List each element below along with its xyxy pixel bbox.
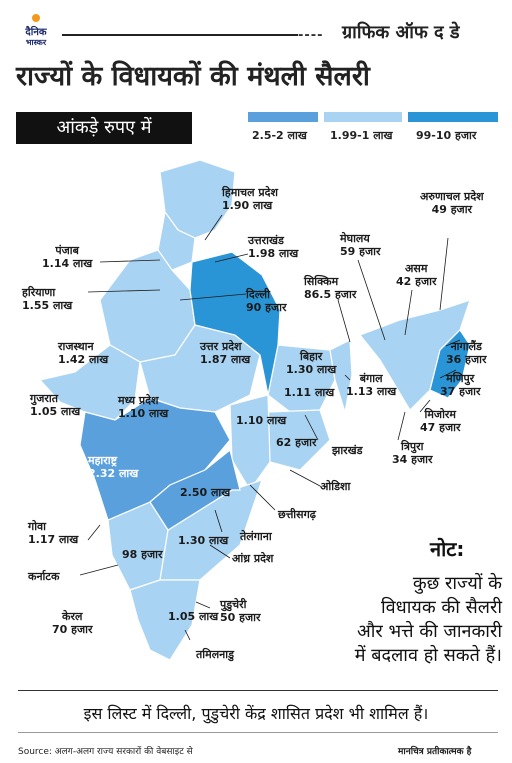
region-ne-small (429, 329, 471, 399)
leader-tripura (397, 411, 406, 441)
source-text: Source: अलग-अलग राज्य सरकारों की वेबसाइट… (18, 747, 193, 757)
label-meghalaya: मेघालय 59 हजार (340, 232, 381, 258)
label-telangana-name: तेलंगाना (240, 530, 272, 543)
dainik-bhaskar-logo: दैनिक भास्कर (18, 14, 54, 50)
leader-bengal (344, 374, 351, 381)
label-puducherry: पुडुचेरी 50 हजार (220, 598, 261, 624)
legend-swatch-low (408, 112, 498, 122)
label-jharkhand-value: 1.11 लाख (284, 386, 335, 399)
legend-swatch-mid (324, 112, 402, 122)
label-kerala: केरल 70 हजार (52, 610, 93, 636)
logo-sun-icon (32, 14, 40, 22)
leader-manipur (439, 369, 457, 379)
label-punjab: पंजाब 1.14 लाख (42, 244, 93, 270)
graphic-of-the-day: ग्राफिक ऑफ द डे (342, 22, 460, 43)
label-mizoram: मिजोरम 47 हजार (420, 408, 461, 434)
leader-sikkim (337, 299, 351, 343)
label-himachal: हिमाचल प्रदेश 1.90 लाख (222, 186, 278, 212)
source-rule (18, 732, 498, 733)
label-chhattisgarh-value: 1.10 लाख (236, 414, 287, 427)
leader-assam (404, 289, 413, 336)
page-title: राज्यों के विधायकों की मंथली सैलरी (16, 61, 370, 92)
leader-ap (209, 544, 231, 559)
note-line: कुछ राज्यों के (412, 573, 502, 594)
label-telangana-value: 2.50 लाख (180, 486, 231, 499)
map-disclaimer: मानचित्र प्रतीकात्मक है (398, 747, 472, 757)
legend-label-high: 2.5-2 लाख (252, 129, 307, 142)
leader-delhi (179, 293, 247, 301)
label-assam: असम 42 हजार (396, 262, 437, 288)
leader-jharkhand (304, 414, 319, 441)
region-chhattisgarh (229, 394, 271, 492)
label-karnataka-value: 98 हजार (122, 548, 163, 561)
label-rajasthan: राजस्थान 1.42 लाख (58, 340, 109, 366)
label-manipur: मणिपुर 37 हजार (440, 372, 481, 398)
leader-nagaland (445, 339, 461, 347)
label-chhattisgarh-name: छत्तीसगढ़ (278, 508, 316, 521)
leader-arunachal (439, 237, 449, 311)
label-up: उत्तर प्रदेश 1.87 लाख (200, 340, 251, 366)
leader-punjab (99, 259, 161, 263)
india-map (38, 159, 471, 661)
logo-line2: भास्कर (25, 38, 47, 47)
leader-telangana (214, 509, 223, 533)
note-heading: नोट: (430, 537, 465, 561)
label-delhi: दिल्ली 90 हजार (246, 288, 287, 314)
label-tripura: त्रिपुरा 34 हजार (392, 440, 433, 466)
logo-line1: दैनिक (25, 27, 47, 38)
subtitle-box: आंकड़े रुपए में (16, 112, 192, 144)
note-line: विधायक की सैलरी (381, 597, 502, 618)
label-odisha-name: ओडिशा (320, 480, 351, 493)
region-south (129, 579, 201, 661)
label-odisha-value: 62 हजार (276, 436, 317, 449)
leader-uttarakhand (214, 253, 249, 263)
leader-himachal (204, 214, 223, 241)
leader-karnataka (79, 564, 119, 576)
label-uttarakhand: उत्तराखंड 1.98 लाख (248, 234, 299, 260)
label-bengal: बंगाल 1.13 लाख (346, 372, 397, 398)
label-karnataka-name: कर्नाटक (28, 570, 60, 583)
region-bengal (329, 339, 353, 413)
note-line: और भत्ते की जानकारी (356, 621, 502, 642)
legend-label-low: 99-10 हजार (416, 129, 477, 142)
label-ap-name: आंध्र प्रदेश (232, 552, 274, 565)
label-jharkhand-name: झारखंड (332, 444, 363, 457)
note-line: में बदलाव हो सकते हैं। (354, 645, 502, 666)
leader-goa (87, 524, 101, 541)
footer-text: इस लिस्ट में दिल्ली, पुडुचेरी केंद्र शास… (83, 704, 429, 723)
leader-mizoram (419, 399, 431, 413)
label-ap-value: 1.30 लाख (178, 534, 229, 547)
region-gujarat (38, 344, 141, 421)
label-maharashtra: महाराष्ट्र 2.32 लाख (88, 454, 139, 480)
leader-puducherry (195, 601, 211, 609)
label-goa: गोवा 1.17 लाख (28, 520, 79, 546)
footer-rule (18, 690, 498, 691)
legend-label-mid: 1.99-1 लाख (330, 129, 393, 142)
region-telangana (149, 448, 241, 531)
header-rule (62, 34, 298, 36)
leader-meghalaya (357, 259, 386, 341)
region-up (189, 251, 281, 396)
header-dashes: ---- (298, 28, 324, 43)
label-arunachal: अरुणाचल प्रदेश 49 हजार (420, 190, 484, 216)
label-bihar: बिहार 1.30 लाख (286, 350, 337, 376)
leader-chhattisgarh (249, 484, 276, 511)
label-haryana: हरियाणा 1.55 लाख (22, 286, 73, 312)
note-text: कुछ राज्यों के विधायक की सैलरी और भत्ते … (296, 572, 502, 668)
legend-swatch-high (248, 112, 318, 122)
label-gujarat: गुजरात 1.05 लाख (30, 392, 81, 418)
label-nagaland: नागालैंड 36 हजार (446, 340, 487, 366)
label-mp: मध्य प्रदेश 1.10 लाख (118, 394, 169, 420)
label-tamilnadu-name: तमिलनाडु (196, 648, 234, 661)
label-tamilnadu-value: 1.05 लाख (168, 610, 219, 623)
leader-tamilnadu (184, 629, 191, 641)
leader-odisha (289, 469, 321, 487)
leader-haryana (87, 289, 161, 293)
label-sikkim: सिक्किम 86.5 हजार (304, 275, 357, 301)
